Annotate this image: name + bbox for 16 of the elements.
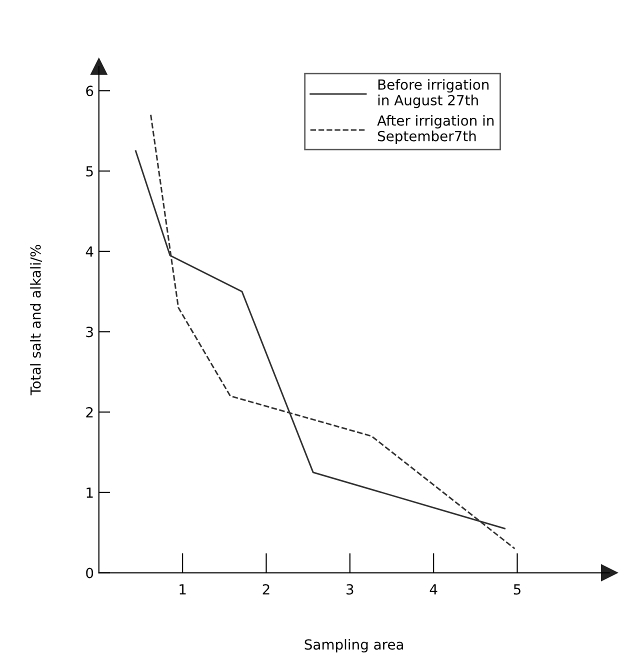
y-tick-label: 4 <box>86 246 94 257</box>
y-tick-label: 3 <box>86 326 93 338</box>
y-tick-label: 5 <box>86 166 93 177</box>
y-tick-label: 1 <box>86 488 93 498</box>
y-tick-label: 0 <box>86 568 94 578</box>
legend-label: Before irrigation in August 27th <box>378 79 489 108</box>
x-tick-label: 5 <box>514 584 520 595</box>
y-tick-label: 2 <box>86 407 93 418</box>
legend-label: After irrigation in September7th <box>377 115 494 144</box>
y-axis-title: Total salt and alkali/% <box>30 244 42 396</box>
x-tick-label: 3 <box>346 584 354 595</box>
x-tick-label: 1 <box>180 584 186 594</box>
x-tick-label: 2 <box>262 584 270 594</box>
x-axis-title: Sampling area <box>304 638 404 652</box>
y-tick-label: 6 <box>86 86 94 96</box>
x-tick-label: 4 <box>430 584 438 594</box>
